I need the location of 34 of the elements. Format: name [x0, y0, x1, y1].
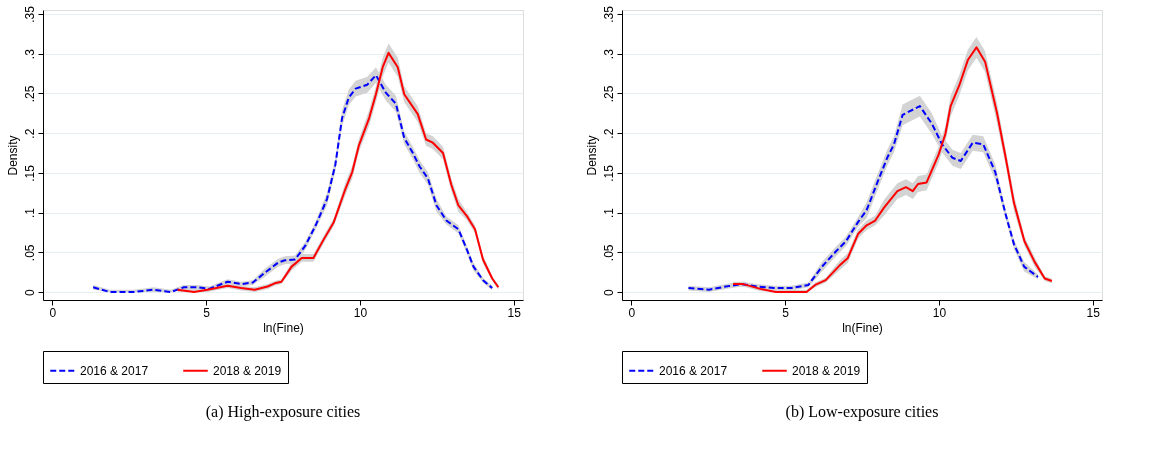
x-tick-label: 5	[203, 305, 211, 320]
x-tick-label: 5	[782, 305, 790, 320]
y-tick-label: .15	[601, 164, 616, 182]
text: (b) Low-exposure cities	[785, 402, 939, 421]
legend-label: 2016 & 2017	[80, 363, 149, 378]
y-tick-label: .05	[601, 244, 616, 262]
legend-label: 2016 & 2017	[659, 363, 728, 378]
y-tick-label: .05	[22, 244, 37, 262]
y-tick-label: .3	[22, 48, 37, 60]
y-axis-title: Density	[5, 135, 20, 176]
x-tick-label: 10	[932, 305, 947, 320]
x-axis-title: ln(Fine)	[842, 320, 883, 335]
y-tick-label: .25	[601, 85, 616, 103]
x-tick-label: 15	[1086, 305, 1101, 320]
y-tick-label: .2	[601, 128, 616, 139]
y-tick-label: 0	[601, 288, 616, 296]
x-tick-label: 0	[49, 305, 57, 320]
y-tick-label: .15	[22, 164, 37, 182]
y-tick-label: .1	[601, 207, 616, 219]
y-tick-label: .35	[22, 5, 37, 23]
y-tick-label: .25	[22, 85, 37, 103]
x-tick-label: 15	[507, 305, 522, 320]
y-tick-label: .2	[22, 128, 37, 139]
y-tick-label: 0	[22, 288, 37, 296]
y-tick-label: .1	[22, 207, 37, 219]
y-tick-label: .3	[601, 48, 616, 60]
x-axis-title: ln(Fine)	[263, 320, 304, 335]
x-tick-label: 0	[628, 305, 636, 320]
legend-label: 2018 & 2019	[213, 363, 282, 378]
y-tick-label: .35	[601, 5, 616, 23]
legend-label: 2018 & 2019	[792, 363, 861, 378]
text: (a) High-exposure cities	[205, 402, 361, 421]
x-tick-label: 10	[353, 305, 368, 320]
y-axis-title: Density	[584, 135, 599, 176]
